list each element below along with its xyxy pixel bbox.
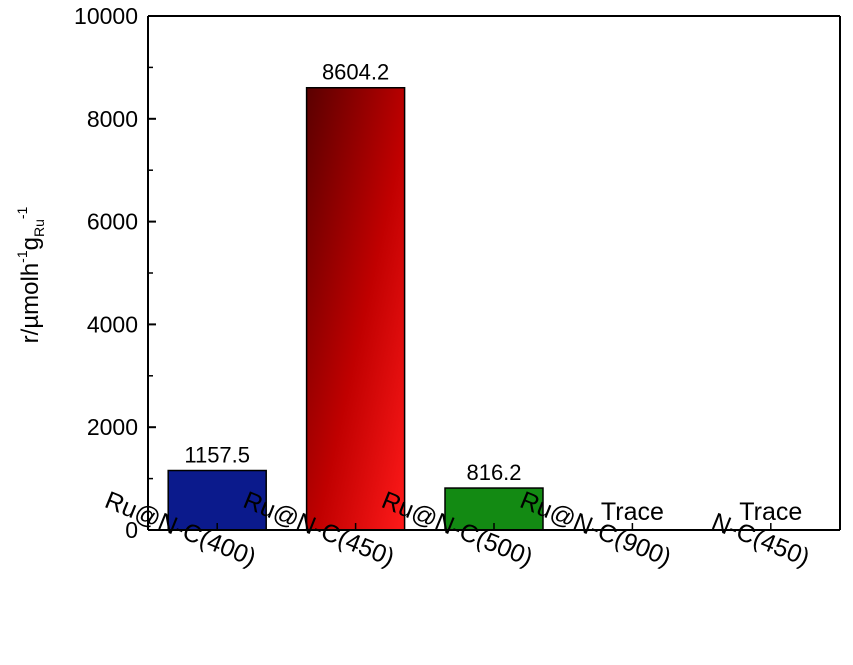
ylabel-main: r/µmolh xyxy=(17,263,44,344)
data-label: Trace xyxy=(739,498,802,526)
data-label: 8604.2 xyxy=(322,60,389,85)
y-tick-label: 4000 xyxy=(87,311,138,337)
ylabel-sup1: -1 xyxy=(14,250,30,263)
bar xyxy=(305,86,406,531)
y-tick-label: 10000 xyxy=(74,3,138,29)
y-tick-label: 8000 xyxy=(87,106,138,132)
ylabel-sup2: -1 xyxy=(14,206,30,219)
y-tick-label: 6000 xyxy=(87,209,138,235)
y-tick-label: 0 xyxy=(125,517,138,543)
data-label: Trace xyxy=(601,498,664,526)
data-label: 816.2 xyxy=(466,460,521,485)
ylabel-g: g xyxy=(17,237,44,250)
ylabel-sub: Ru xyxy=(31,219,47,237)
data-label: 1157.5 xyxy=(184,443,250,468)
plot-area: 1157.5Ru@N-C(400)8604.2Ru@N-C(450)816.2R… xyxy=(74,3,841,572)
y-axis-label: r/µmolh-1gRu-1 xyxy=(14,206,47,343)
svg-text:r/µmolh-1gRu-1: r/µmolh-1gRu-1 xyxy=(14,206,47,343)
y-tick-label: 2000 xyxy=(87,414,138,440)
bar xyxy=(167,469,267,531)
